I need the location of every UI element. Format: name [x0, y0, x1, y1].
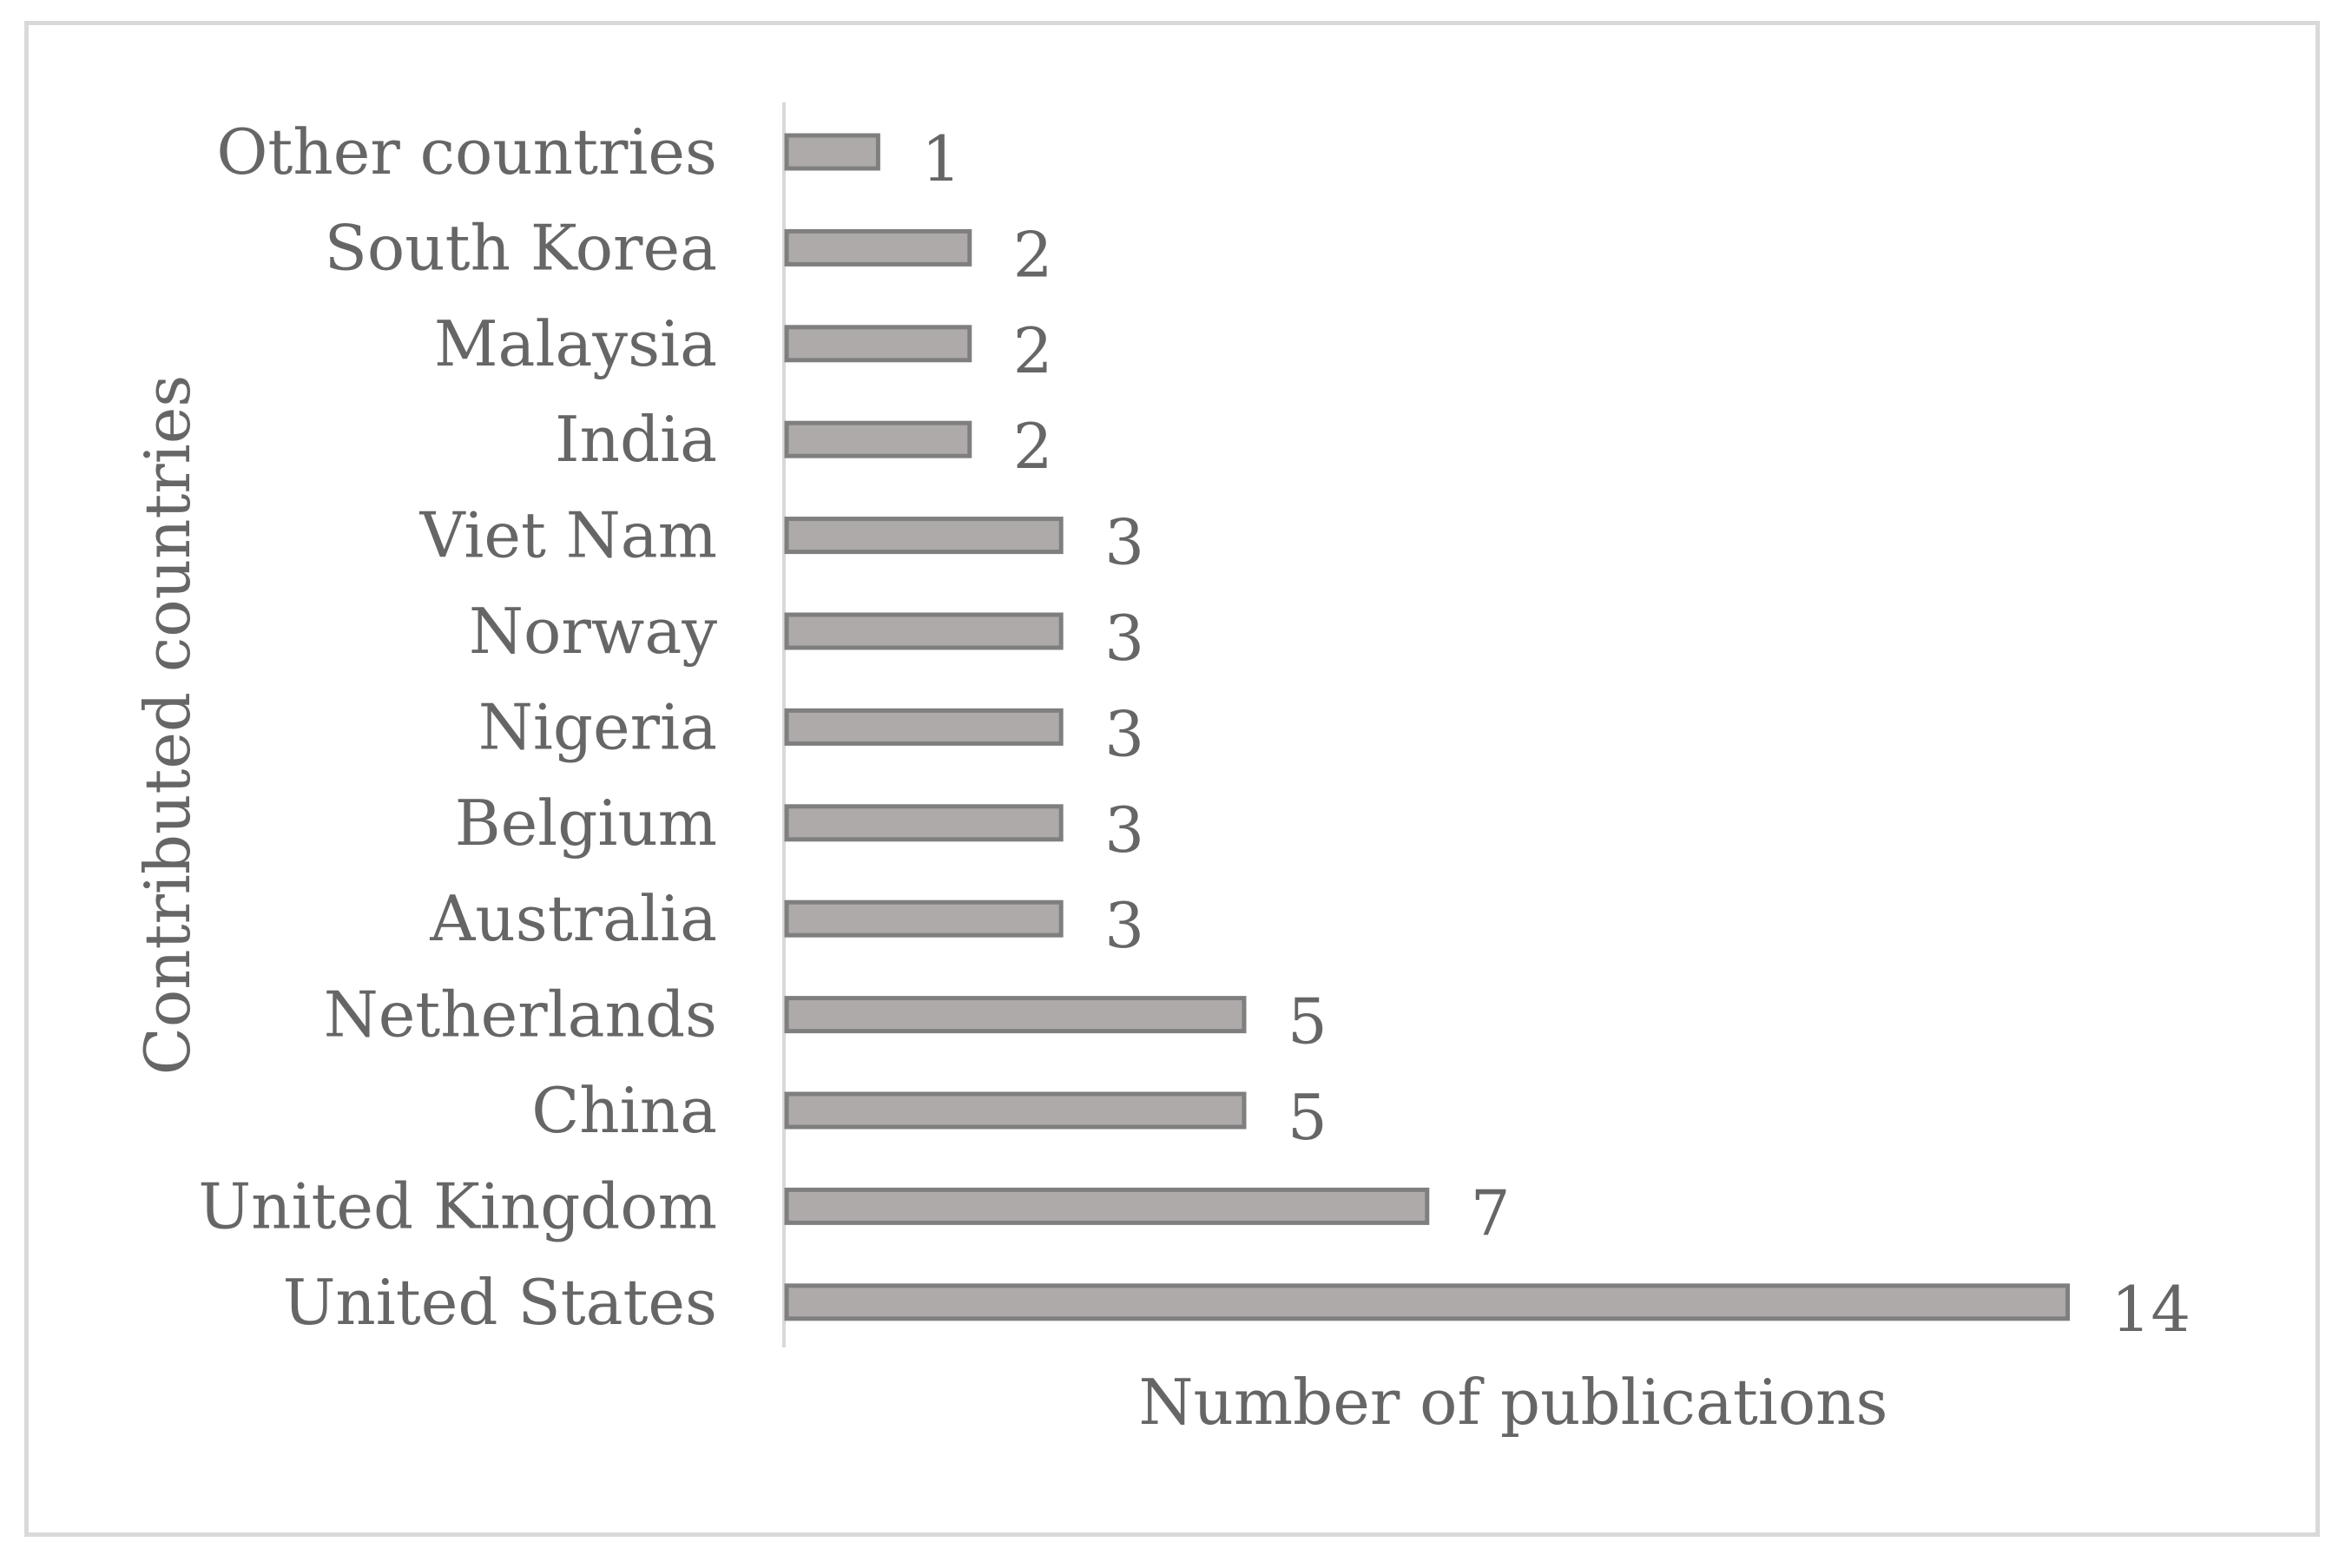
- bar-other-countries: [784, 133, 880, 171]
- bar-united-kingdom: [784, 1187, 1430, 1225]
- category-label-viet-nam: Viet Nam: [419, 499, 717, 572]
- bar-australia: [784, 899, 1064, 938]
- category-label-malaysia: Malaysia: [434, 307, 717, 380]
- value-label-australia: 3: [1104, 889, 1144, 962]
- category-label-australia: Australia: [429, 882, 717, 955]
- x-axis-title: Number of publications: [1138, 1366, 1887, 1439]
- value-label-malaysia: 2: [1013, 314, 1053, 387]
- value-label-other-countries: 1: [921, 122, 961, 195]
- category-label-netherlands: Netherlands: [324, 978, 717, 1051]
- category-label-norway: Norway: [469, 595, 717, 668]
- value-label-south-korea: 2: [1013, 218, 1053, 291]
- bar-united-states: [784, 1283, 2071, 1321]
- value-label-netherlands: 5: [1288, 985, 1327, 1058]
- bar-belgium: [784, 804, 1064, 842]
- category-labels-group: Other countries South Korea Malaysia India V…: [198, 115, 717, 1339]
- value-label-india: 2: [1013, 410, 1053, 483]
- value-label-norway: 3: [1104, 602, 1144, 675]
- category-label-united-kingdom: United Kingdom: [198, 1169, 717, 1242]
- category-label-south-korea: South Korea: [325, 211, 717, 284]
- category-label-india: India: [555, 403, 717, 476]
- bar-norway: [784, 612, 1064, 650]
- bar-viet-nam: [784, 517, 1064, 555]
- category-label-other-countries: Other countries: [216, 115, 717, 188]
- bar-south-korea: [784, 228, 972, 267]
- value-label-united-kingdom: 7: [1471, 1176, 1511, 1249]
- value-label-united-states: 14: [2111, 1273, 2191, 1346]
- value-label-viet-nam: 3: [1104, 506, 1144, 579]
- category-label-nigeria: Nigeria: [478, 690, 717, 763]
- value-label-belgium: 3: [1104, 794, 1144, 866]
- category-label-united-states: United States: [283, 1266, 717, 1339]
- bar-china: [784, 1091, 1247, 1130]
- bar-india: [784, 420, 972, 458]
- bar-netherlands: [784, 996, 1247, 1034]
- value-label-nigeria: 3: [1104, 697, 1144, 770]
- bar-nigeria: [784, 708, 1064, 746]
- bar-malaysia: [784, 325, 972, 363]
- category-label-china: China: [531, 1074, 717, 1147]
- y-axis-title: Contributed countries: [131, 375, 204, 1076]
- bars-group: [784, 133, 2071, 1321]
- value-label-china: 5: [1288, 1081, 1327, 1154]
- category-label-belgium: Belgium: [455, 787, 717, 860]
